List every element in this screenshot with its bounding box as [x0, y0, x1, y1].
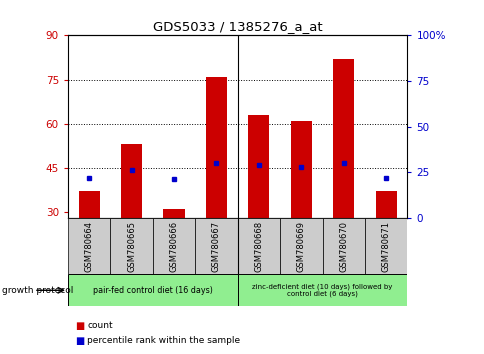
Bar — [68, 218, 110, 274]
Text: GSM780670: GSM780670 — [338, 221, 348, 272]
Text: GSM780668: GSM780668 — [254, 221, 263, 272]
Text: GSM780669: GSM780669 — [296, 221, 305, 272]
Text: GSM780666: GSM780666 — [169, 221, 178, 272]
Bar — [78, 191, 100, 218]
Text: GSM780664: GSM780664 — [84, 221, 93, 272]
Text: GSM780667: GSM780667 — [212, 221, 221, 272]
Bar — [280, 218, 322, 274]
Text: zinc-deficient diet (10 days) followed by
control diet (6 days): zinc-deficient diet (10 days) followed b… — [252, 283, 392, 297]
Bar — [68, 274, 237, 306]
Text: growth protocol: growth protocol — [2, 286, 74, 296]
Bar — [195, 218, 237, 274]
Bar — [237, 274, 407, 306]
Bar — [152, 218, 195, 274]
Bar — [237, 218, 280, 274]
Bar — [248, 115, 269, 218]
Text: GSM780671: GSM780671 — [381, 221, 390, 272]
Text: GSM780665: GSM780665 — [127, 221, 136, 272]
Bar — [121, 144, 142, 218]
Title: GDS5033 / 1385276_a_at: GDS5033 / 1385276_a_at — [152, 20, 322, 33]
Text: pair-fed control diet (16 days): pair-fed control diet (16 days) — [92, 286, 212, 295]
Bar — [333, 59, 354, 218]
Bar — [375, 191, 396, 218]
Bar — [322, 218, 364, 274]
Bar — [364, 218, 407, 274]
Bar — [110, 218, 152, 274]
Text: percentile rank within the sample: percentile rank within the sample — [87, 336, 240, 345]
Text: ■: ■ — [75, 321, 84, 331]
Bar — [205, 76, 227, 218]
Bar — [163, 209, 184, 218]
Bar — [290, 121, 311, 218]
Text: ■: ■ — [75, 336, 84, 346]
Text: count: count — [87, 321, 113, 330]
